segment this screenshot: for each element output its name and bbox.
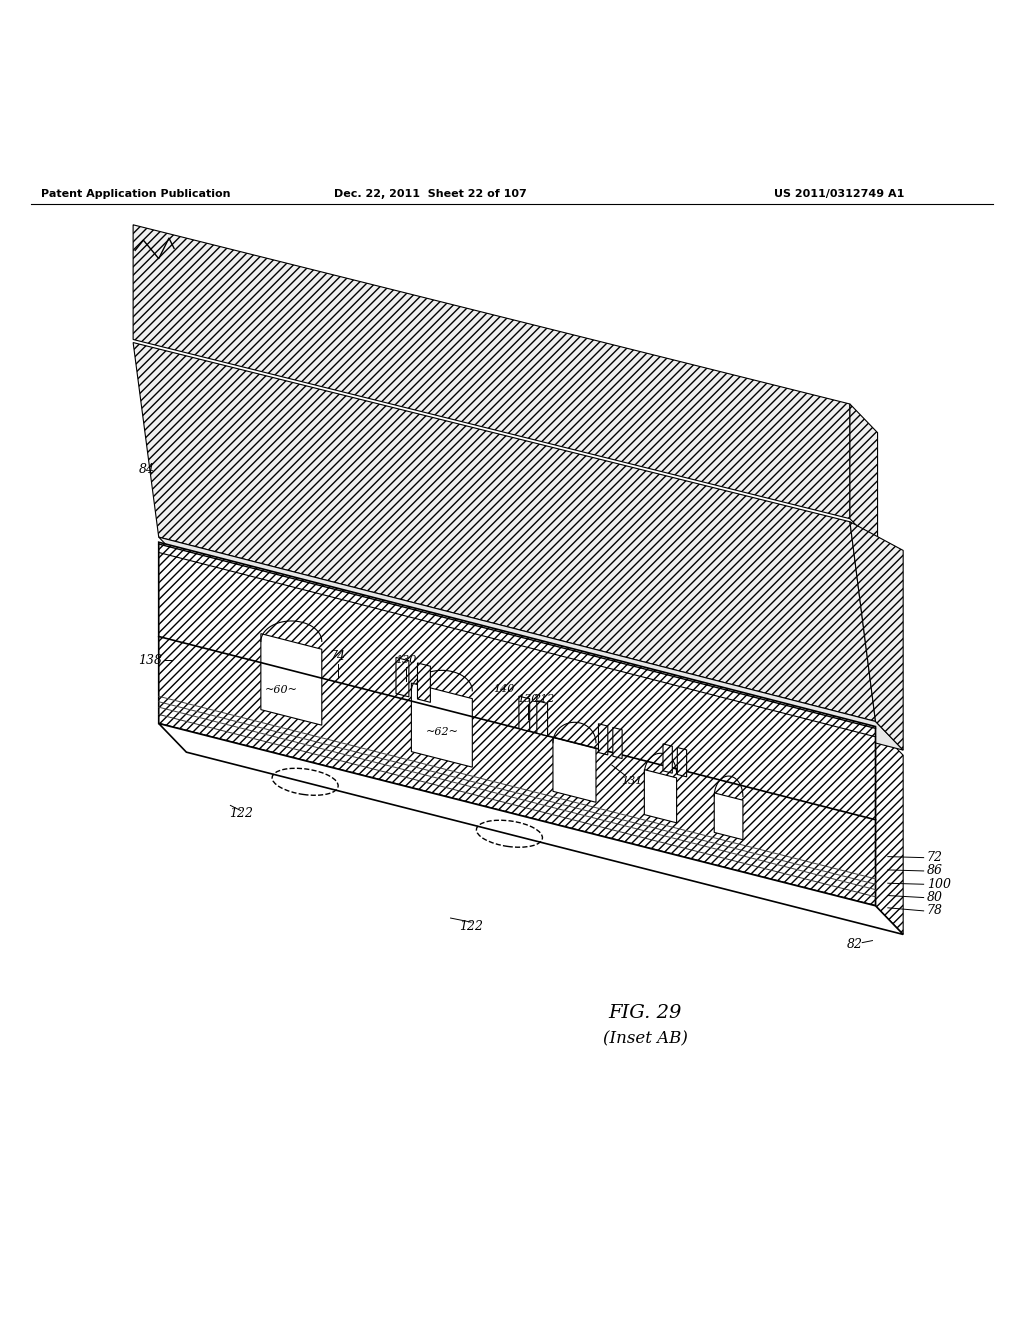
Text: Dec. 22, 2011  Sheet 22 of 107: Dec. 22, 2011 Sheet 22 of 107 [334, 189, 526, 199]
Text: US 2011/0312749 A1: US 2011/0312749 A1 [774, 189, 905, 199]
Polygon shape [644, 770, 677, 822]
Text: 74: 74 [330, 651, 346, 663]
Text: 84: 84 [138, 463, 155, 477]
Polygon shape [553, 738, 596, 803]
Polygon shape [598, 723, 608, 755]
Polygon shape [159, 543, 876, 906]
Polygon shape [261, 634, 322, 725]
Polygon shape [715, 793, 743, 840]
Text: FIG. 29: FIG. 29 [608, 1005, 682, 1022]
Polygon shape [133, 224, 850, 519]
Polygon shape [133, 343, 876, 722]
Text: 80: 80 [927, 891, 943, 904]
Text: 122: 122 [459, 920, 483, 933]
Polygon shape [159, 723, 903, 935]
Polygon shape [663, 744, 673, 774]
Text: 86: 86 [927, 865, 943, 878]
Text: 140: 140 [494, 684, 515, 693]
Text: 78: 78 [927, 904, 943, 917]
Text: ~62~: ~62~ [425, 727, 459, 738]
Polygon shape [418, 663, 430, 702]
Text: 122: 122 [228, 807, 253, 820]
Text: 82: 82 [847, 939, 863, 952]
Text: 100: 100 [927, 878, 950, 891]
Polygon shape [396, 657, 409, 697]
Polygon shape [612, 727, 623, 759]
Polygon shape [519, 696, 529, 731]
Polygon shape [537, 701, 548, 737]
Polygon shape [850, 521, 903, 750]
Text: (Inset AB): (Inset AB) [603, 1031, 687, 1047]
Text: 131: 131 [622, 776, 643, 785]
Polygon shape [850, 404, 878, 548]
Polygon shape [159, 537, 903, 750]
Text: 72: 72 [927, 851, 943, 865]
Text: Patent Application Publication: Patent Application Publication [41, 189, 230, 199]
Polygon shape [412, 682, 472, 767]
Polygon shape [876, 726, 903, 935]
Text: ~60~: ~60~ [264, 685, 298, 696]
Text: 130: 130 [517, 694, 539, 705]
Text: 212: 212 [534, 694, 554, 704]
Polygon shape [677, 747, 687, 777]
Text: 130: 130 [395, 655, 417, 665]
Text: 138: 138 [138, 653, 162, 667]
